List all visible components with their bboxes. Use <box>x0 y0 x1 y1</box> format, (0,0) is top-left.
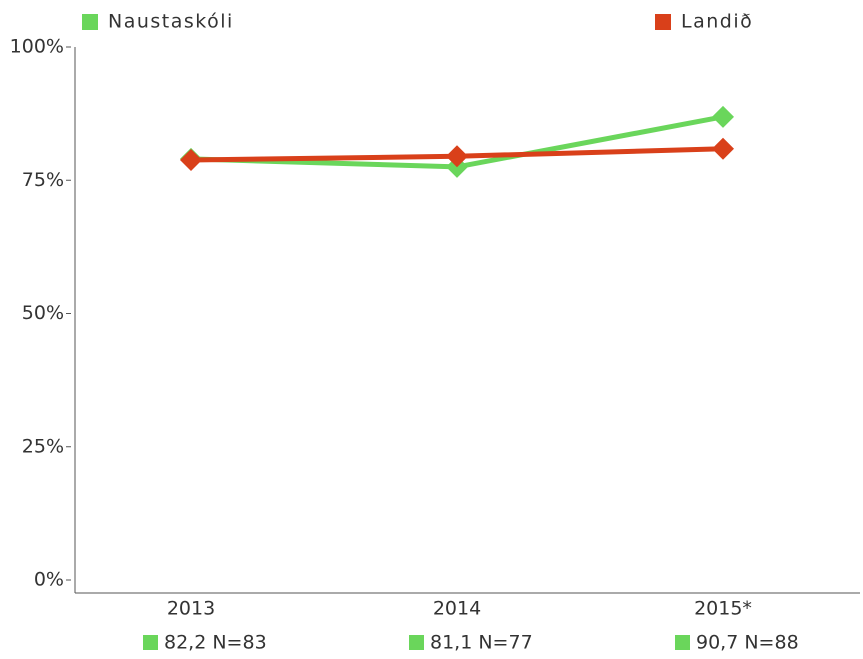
y-tick-label: 75% <box>22 169 64 191</box>
annotation-swatch <box>409 635 424 650</box>
y-tick-label: 25% <box>22 435 64 457</box>
annotation-swatch <box>675 635 690 650</box>
data-point <box>712 137 734 160</box>
y-tick-label: 100% <box>10 36 64 58</box>
data-point <box>180 148 202 171</box>
x-tick-label: 2015* <box>694 598 752 620</box>
annotation: 90,7 N=88 <box>696 632 799 654</box>
legend-label: Landið <box>681 11 753 33</box>
data-point <box>446 145 468 168</box>
annotation-swatch <box>143 635 158 650</box>
legend-label: Naustaskóli <box>108 11 234 33</box>
y-tick-label: 0% <box>34 569 64 591</box>
annotation: 81,1 N=77 <box>430 632 533 654</box>
y-tick-label: 50% <box>22 302 64 324</box>
x-tick-label: 2014 <box>433 598 481 620</box>
legend-swatch <box>82 14 98 30</box>
annotation: 82,2 N=83 <box>164 632 267 654</box>
legend-swatch <box>655 14 671 30</box>
x-tick-label: 2013 <box>167 598 215 620</box>
data-point <box>712 105 734 128</box>
